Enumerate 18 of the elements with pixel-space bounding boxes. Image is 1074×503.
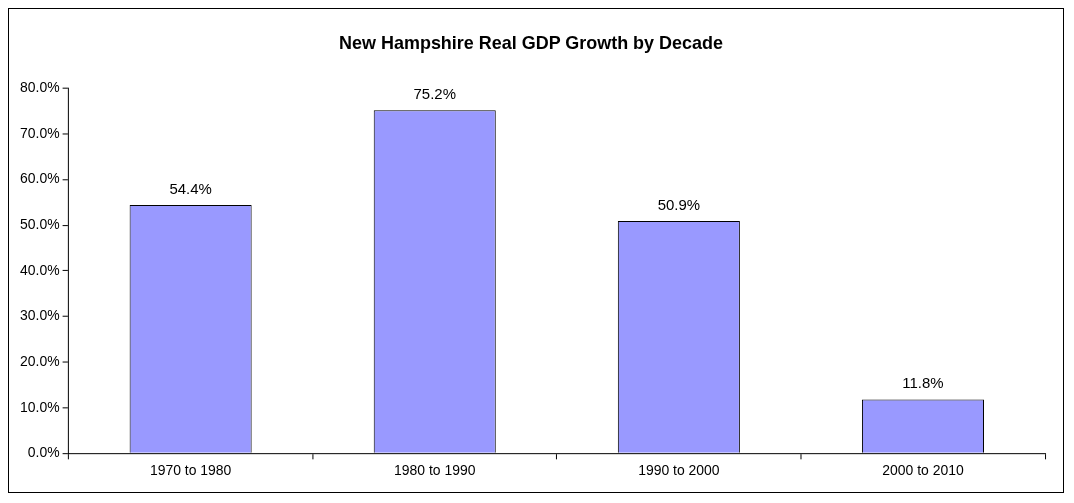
y-tick-label: 20.0%	[20, 352, 60, 369]
data-label: 11.8%	[902, 374, 944, 392]
x-tick-label: 2000 to 2010	[882, 461, 964, 478]
y-tick-label: 50.0%	[20, 216, 60, 233]
x-tick-label: 1990 to 2000	[638, 461, 720, 478]
y-tick-label: 10.0%	[20, 398, 60, 415]
data-label: 54.4%	[169, 179, 212, 197]
x-tick-label: 1980 to 1990	[394, 461, 476, 478]
y-tick-label: 0.0%	[27, 444, 60, 461]
chart-title: New Hampshire Real GDP Growth by Decade	[339, 32, 723, 53]
data-label: 75.2%	[413, 84, 456, 102]
y-tick-label: 70.0%	[20, 124, 60, 141]
y-tick-label: 40.0%	[20, 261, 60, 278]
y-tick-label: 80.0%	[20, 79, 60, 96]
x-tick-label: 1970 to 1980	[149, 461, 232, 478]
y-tick-label: 30.0%	[20, 307, 60, 324]
y-tick-label: 60.0%	[20, 170, 60, 187]
data-label: 50.9%	[657, 195, 701, 213]
